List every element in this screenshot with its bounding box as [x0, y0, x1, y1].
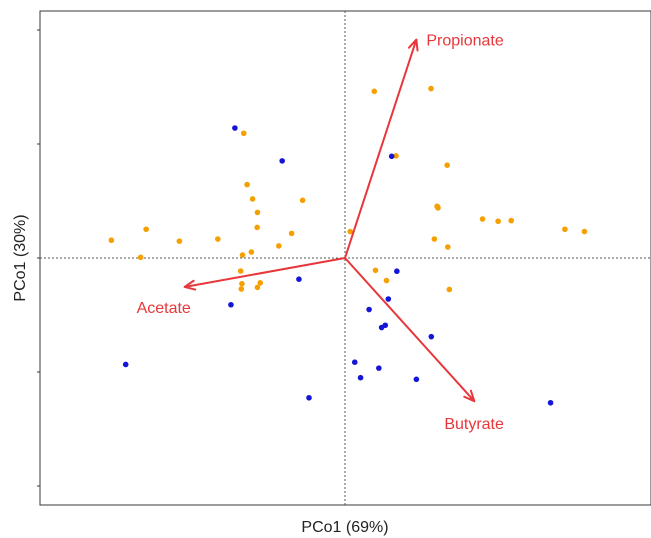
- data-point-series-1: [237, 268, 244, 274]
- data-point-series-1: [238, 286, 245, 292]
- data-point-series-1: [254, 224, 260, 231]
- data-point-series-1: [479, 216, 486, 222]
- data-point-series-2: [547, 399, 554, 406]
- arrowhead-propionate: [407, 38, 419, 52]
- data-point-series-1: [244, 181, 250, 188]
- data-point-series-2: [388, 153, 395, 160]
- data-point-series-1: [383, 277, 390, 284]
- data-point-series-1: [347, 228, 353, 235]
- data-point-series-2: [394, 268, 400, 275]
- vector-label-propionate: Propionate: [426, 33, 503, 50]
- data-point-series-1: [249, 196, 256, 202]
- data-point-series-1: [495, 218, 501, 225]
- arrowhead-butyrate: [463, 389, 476, 403]
- data-point-series-1: [435, 205, 441, 211]
- data-point-series-2: [296, 276, 302, 283]
- data-point-series-2: [357, 374, 364, 381]
- data-point-series-1: [288, 230, 295, 237]
- data-point-series-1: [239, 280, 245, 287]
- data-point-series-2: [378, 324, 385, 331]
- data-point-series-1: [508, 217, 515, 224]
- data-point-series-1: [428, 85, 434, 92]
- data-point-series-1: [444, 244, 451, 250]
- data-point-series-2: [428, 333, 435, 340]
- vector-butyrate: [344, 257, 476, 402]
- data-point-series-2: [351, 359, 358, 365]
- vector-label-acetate: Acetate: [137, 300, 191, 317]
- data-point-series-1: [254, 284, 261, 291]
- data-point-series-2: [122, 361, 129, 368]
- data-point-series-1: [444, 162, 450, 169]
- x-axis-label: PCo1 (69%): [301, 519, 388, 536]
- loading-vectors: Propionate Butyrate Acetate: [137, 33, 504, 434]
- data-point-series-2: [385, 296, 392, 302]
- vector-label-butyrate: Butyrate: [444, 416, 504, 433]
- y-axis-label: PCo1 (30%): [12, 214, 29, 301]
- arrowhead-acetate: [183, 279, 197, 291]
- data-point-series-1: [446, 286, 453, 293]
- data-point-series-1: [143, 226, 149, 233]
- data-point-series-1: [240, 130, 247, 137]
- data-point-series-2: [366, 306, 372, 313]
- data-point-series-1: [299, 197, 306, 204]
- data-point-series-1: [248, 249, 255, 255]
- data-point-series-1: [431, 236, 438, 242]
- vector-acetate: [184, 257, 346, 288]
- data-point-series-1: [372, 267, 379, 274]
- data-point-series-1: [108, 237, 115, 244]
- data-points: [108, 85, 588, 406]
- data-point-series-2: [413, 376, 420, 383]
- data-point-series-1: [276, 243, 282, 249]
- data-point-series-1: [215, 236, 221, 242]
- data-point-series-1: [176, 238, 183, 244]
- data-point-series-2: [376, 365, 382, 371]
- y-axis-ticks: [37, 29, 40, 487]
- data-point-series-2: [306, 394, 312, 401]
- data-point-series-1: [562, 226, 568, 233]
- data-point-series-1: [239, 252, 246, 258]
- data-point-series-1: [371, 88, 378, 95]
- data-point-series-1: [257, 280, 264, 286]
- data-point-series-1: [254, 209, 261, 216]
- data-point-series-2: [279, 158, 285, 164]
- vector-propionate: [344, 39, 418, 259]
- data-point-series-1: [393, 153, 399, 159]
- data-point-series-1: [581, 228, 588, 235]
- data-point-series-2: [228, 301, 234, 308]
- data-point-series-1: [137, 254, 144, 261]
- data-point-series-2: [232, 125, 238, 131]
